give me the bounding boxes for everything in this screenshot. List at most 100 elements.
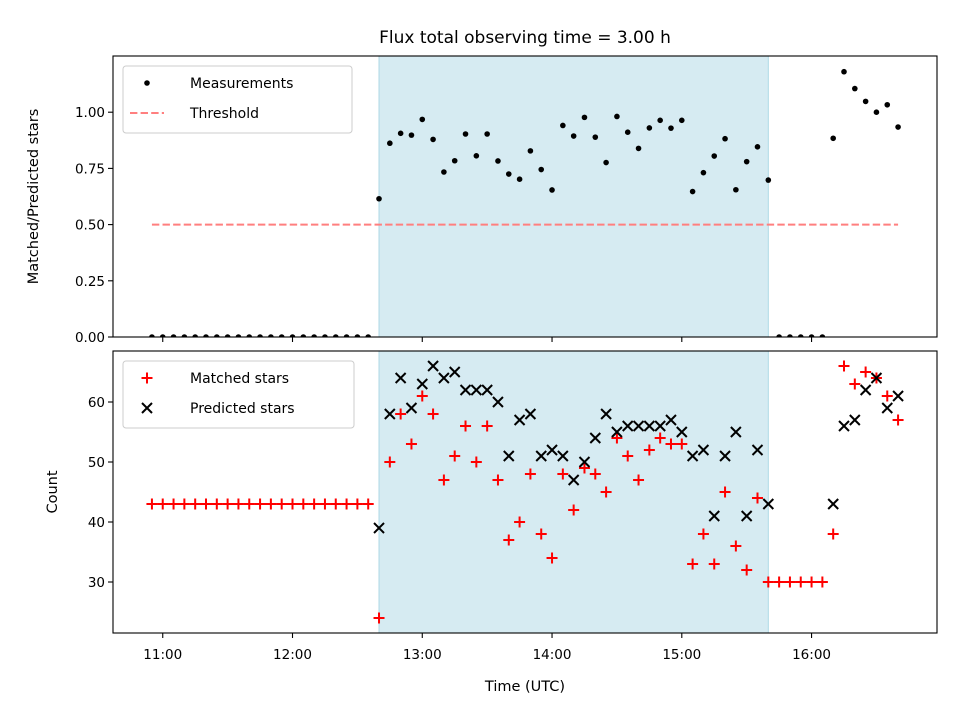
measurement-point — [841, 68, 847, 75]
measurement-point — [224, 334, 231, 337]
measurement-point — [419, 116, 426, 123]
measurement-point — [657, 117, 663, 124]
measurement-point — [441, 169, 447, 175]
predicted-stars-point — [503, 450, 515, 462]
matched-stars-point — [265, 498, 277, 510]
measurement-point — [484, 131, 490, 137]
predicted-stars-point — [632, 420, 645, 432]
matched-stars-point — [470, 456, 482, 468]
measurement-point — [365, 334, 372, 337]
matched-stars-point — [178, 498, 190, 510]
x-tick-label: 15:00 — [662, 647, 701, 663]
matched-stars-point — [427, 408, 439, 420]
measurement-point — [516, 176, 523, 182]
matched-stars-point — [189, 498, 201, 510]
measurement-point — [203, 334, 209, 337]
matched-stars-point — [492, 474, 504, 486]
measurement-point — [246, 334, 253, 337]
observing-window-span — [378, 55, 769, 338]
x-tick-label: 11:00 — [143, 647, 182, 663]
measurement-point — [808, 334, 815, 337]
y-tick-label: 0.25 — [75, 274, 105, 290]
matched-stars-point — [795, 576, 807, 588]
matched-stars-point — [838, 360, 850, 372]
matched-stars-point — [157, 498, 169, 510]
measurement-point — [722, 135, 728, 142]
predicted-stars-point — [740, 510, 753, 522]
measurement-point — [733, 186, 739, 193]
matched-stars-point — [816, 576, 828, 588]
matched-stars-point — [654, 432, 666, 444]
matched-stars-point — [687, 558, 699, 570]
matched-stars-point — [460, 420, 472, 432]
matched-stars-point — [535, 528, 547, 540]
measurement-point — [581, 114, 588, 121]
predicted-stars-point — [405, 402, 418, 414]
measurement-point — [862, 98, 869, 105]
matched-stars-point — [633, 474, 645, 486]
matched-stars-point — [232, 498, 244, 510]
y-tick-label: 60 — [88, 395, 105, 411]
predicted-stars-point — [827, 498, 839, 510]
y-tick-label: 0.75 — [75, 161, 105, 177]
measurement-point — [560, 122, 566, 129]
matched-stars-point — [146, 498, 158, 510]
measurement-point — [895, 124, 901, 130]
measurement-point — [873, 109, 880, 115]
predicted-stars-point — [384, 408, 396, 420]
matched-stars-point — [405, 438, 417, 450]
chart-title: Flux total observing time = 3.00 h — [379, 28, 671, 48]
y-tick-label: 0.50 — [75, 218, 105, 234]
predicted-stars-point — [676, 426, 688, 438]
predicted-stars-point — [459, 384, 472, 396]
legend — [122, 65, 353, 134]
predicted-stars-point — [513, 414, 526, 426]
matched-stars-point — [806, 576, 818, 588]
measurement-point — [408, 132, 415, 138]
measurement-point — [149, 334, 155, 337]
matched-stars-point — [254, 498, 266, 510]
predicted-stars-point — [892, 390, 904, 402]
measurement-point — [743, 158, 750, 165]
measurement-point — [646, 125, 653, 131]
predicted-stars-point — [449, 366, 461, 378]
matched-stars-point — [676, 438, 688, 450]
y-tick-label: 30 — [88, 575, 105, 591]
measurement-point — [170, 334, 177, 337]
measurement-point — [159, 334, 166, 337]
matched-stars-point — [697, 528, 709, 540]
matched-stars-point — [168, 498, 180, 510]
y-axis-label: Matched/Predicted stars — [26, 109, 42, 285]
observing-window-span — [378, 350, 769, 634]
measurement-point — [181, 334, 188, 337]
measurement-point — [614, 113, 620, 120]
matched-stars-point — [351, 498, 363, 510]
predicted-stars-point — [557, 450, 569, 462]
measurement-point — [387, 140, 393, 147]
matched-stars-point — [297, 498, 309, 510]
predicted-stars-point — [492, 396, 504, 408]
measurement-point — [852, 85, 858, 92]
predicted-stars-point — [870, 372, 883, 384]
matched-stars-point — [243, 498, 255, 510]
matched-stars-point — [665, 438, 677, 450]
x-tick-label: 16:00 — [792, 647, 831, 663]
bottom-panel: 30 40 50 60 11:00 12:00 13:00 14:00 15:00 16:00 Co… — [45, 350, 938, 663]
predicted-stars-point — [600, 408, 612, 420]
predicted-stars-point — [438, 372, 450, 384]
matched-stars-point — [589, 468, 601, 480]
measurement-point — [700, 169, 707, 176]
measurement-point — [603, 159, 609, 166]
predicted-stars-point — [881, 402, 893, 414]
matched-stars-point — [546, 552, 558, 564]
predicted-stars-point — [859, 384, 872, 396]
predicted-stars-point — [546, 444, 558, 456]
predicted-stars-point — [622, 420, 634, 432]
matched-stars-point — [319, 498, 331, 510]
measurement-point — [635, 145, 642, 152]
measurement-point — [689, 188, 696, 195]
predicted-stars-point — [643, 420, 656, 432]
matched-stars-point — [222, 498, 234, 510]
measurement-point — [592, 134, 599, 140]
